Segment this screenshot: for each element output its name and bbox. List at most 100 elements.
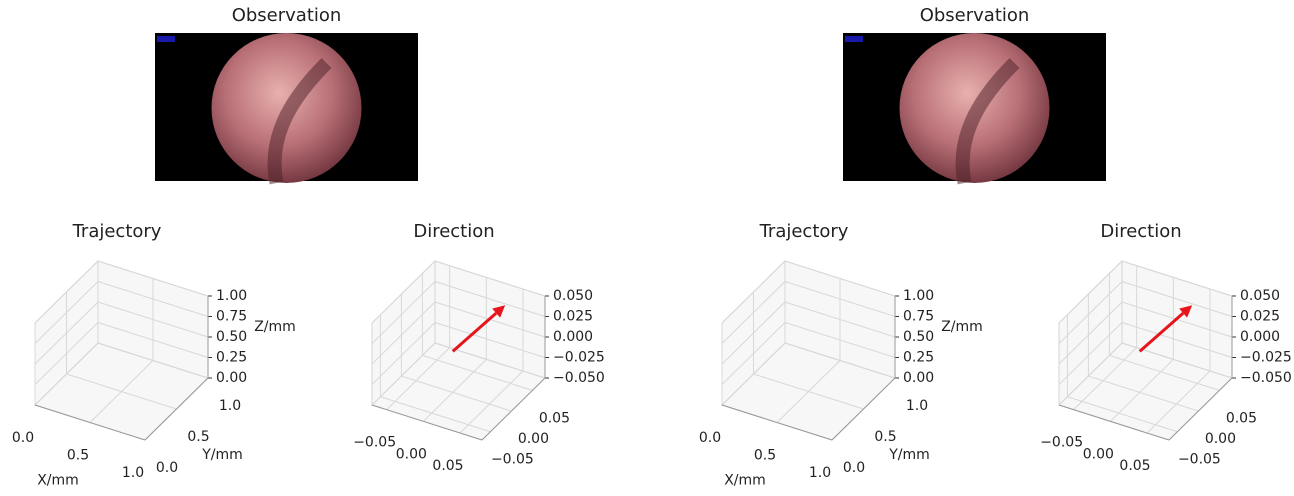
grid-line [422,354,533,391]
x-tick-label: −0.05 [353,435,396,451]
grid-line [784,322,896,358]
grid-line [1088,375,1199,412]
grid-line [97,301,209,338]
y-tick-label: 1.0 [906,398,928,414]
z-tick-label: 0.25 [903,350,934,366]
z-tick-label: 0.050 [1240,288,1280,304]
x-tick-label: 1.0 [809,465,831,481]
y-tick-label: 0.5 [874,429,896,445]
grid-line [434,281,546,317]
z-tick-label: −0.025 [1240,350,1292,366]
grid-line [97,281,209,317]
grid-line [459,370,524,434]
y-axis-line [1168,377,1233,441]
x-tick-label: 0.00 [396,446,427,462]
z-tick-label: 0.50 [903,329,934,345]
grid-line [1109,358,1174,422]
grid-line [1058,322,1123,385]
arrow-head [1179,305,1193,318]
x-axis-label: X/mm [37,473,79,489]
panel-title: Trajectory [72,221,162,242]
grid-line [753,373,864,410]
grid-line [784,342,896,379]
z-tick-label: 0.025 [1240,309,1280,325]
z-tick-label: −0.025 [553,350,605,366]
panel-title: Trajectory [759,221,849,242]
grid-line [1146,370,1211,434]
x-axis-line [34,404,146,441]
grid-line [1121,281,1233,317]
y-tick-label: −0.05 [1178,452,1221,468]
grid-line [66,373,177,410]
grid-line [97,342,209,379]
y-tick-label: 0.5 [187,429,209,445]
tissue-shade [955,58,1020,185]
grid-line [1121,260,1233,297]
x-tick-label: 0.05 [432,458,463,474]
y-axis-label: Y/mm [888,447,930,463]
grid-line [784,301,896,338]
grid-line [721,281,786,344]
grid-line [97,260,209,297]
overlay-tag [157,36,175,42]
z-tick-label: 0.000 [553,329,593,345]
z-tick-label: 0.75 [903,309,934,325]
grid-line [1073,347,1138,411]
panel-title: Observation [920,5,1030,26]
arrow-shaft [451,312,498,353]
y-tick-label: 0.05 [539,410,570,426]
grid-line [1058,281,1123,344]
grid-line [1058,260,1123,324]
arrow-shaft [1138,312,1185,353]
grid-line [34,301,99,365]
grid-line [1058,301,1123,365]
x-tick-label: −0.05 [1040,435,1083,451]
grid-line [371,322,436,385]
z-tick-label: 0.50 [216,329,247,345]
x-axis-line [371,404,483,441]
arrow-head [492,305,506,318]
z-tick-label: 0.00 [903,370,934,386]
y-tick-label: 0.0 [843,460,865,476]
grid-line [1109,354,1220,391]
x-axis-label: X/mm [724,473,766,489]
grid-line [97,322,209,358]
x-axis-line [721,404,833,441]
grid-line [721,342,786,406]
y-axis-line [144,377,209,441]
grid-line [1058,342,1123,406]
grid-line [721,301,786,365]
y-tick-label: 0.00 [518,431,549,447]
y-tick-label: −0.05 [491,452,534,468]
grid-line [371,281,436,344]
grid-line [784,281,896,317]
grid-line [401,375,512,412]
z-tick-label: −0.050 [1240,370,1292,386]
grid-line [371,301,436,365]
y-axis-line [481,377,546,441]
z-tick-label: 0.000 [1240,329,1280,345]
grid-line [34,260,99,324]
x-tick-label: 0.5 [67,448,89,464]
panel-title: Direction [1100,221,1181,242]
y-tick-label: 0.05 [1226,410,1257,426]
grid-line [386,347,451,411]
z-tick-label: 0.25 [216,350,247,366]
z-tick-label: 0.025 [553,309,593,325]
y-tick-label: 0.0 [156,460,178,476]
y-tick-label: 0.00 [1205,431,1236,447]
grid-line [371,260,436,324]
grid-line [422,358,487,422]
grid-line [434,260,546,297]
z-axis-label: Z/mm [941,319,983,335]
grid-line [34,281,99,344]
x-tick-label: 0.0 [699,430,721,446]
x-tick-label: 0.05 [1119,458,1150,474]
grid-line [371,342,436,406]
x-axis-line [1058,404,1170,441]
z-tick-label: 0.050 [553,288,593,304]
panel-title: Direction [413,221,494,242]
x-tick-label: 0.5 [754,448,776,464]
grid-line [34,322,99,385]
z-axis-label: Z/mm [254,319,296,335]
